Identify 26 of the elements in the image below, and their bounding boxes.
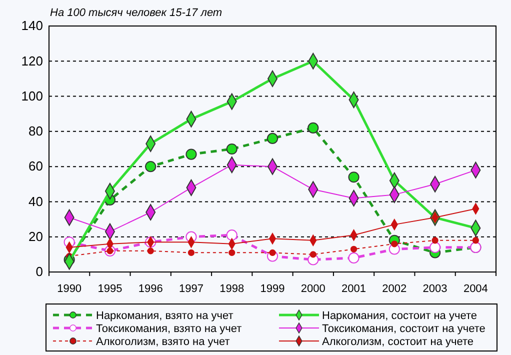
x-tick-label: 1997 <box>178 282 204 295</box>
x-tick-label: 1995 <box>98 282 122 295</box>
y-tick-label: 20 <box>28 229 43 244</box>
y-tick-label: 40 <box>28 194 43 209</box>
legend-label: Наркомания, состоит на учете <box>322 310 477 322</box>
x-tick-label: 2003 <box>422 282 448 295</box>
chart-title: На 100 тысяч человек 15-17 лет <box>50 7 222 19</box>
y-tick-label: 120 <box>21 53 43 68</box>
x-tick-label: 1996 <box>138 282 163 295</box>
y-tick-label: 80 <box>28 124 43 139</box>
legend-label: Токсикомания, состоит на учете <box>322 323 486 335</box>
y-tick-label: 140 <box>21 18 43 34</box>
x-tick-label: 2000 <box>300 282 326 295</box>
legend-label: Алкоголизм, состоит на учете <box>322 336 474 348</box>
legend-label: Наркомания, взято на учет <box>96 310 234 322</box>
x-tick-label: 1999 <box>260 282 285 295</box>
x-tick-label: 1998 <box>220 282 244 295</box>
x-tick-label: 1990 <box>57 282 82 295</box>
x-tick-label: 2004 <box>463 282 488 295</box>
y-tick-label: 60 <box>28 158 43 174</box>
y-tick-label: 100 <box>21 88 43 104</box>
x-tick-label: 2001 <box>342 282 366 295</box>
x-tick-label: 2002 <box>382 282 407 295</box>
y-tick-label: 0 <box>36 264 43 280</box>
legend-label: Токсикомания, взято на учет <box>96 323 242 335</box>
legend-label: Алкоголизм, взято на учет <box>96 336 230 348</box>
